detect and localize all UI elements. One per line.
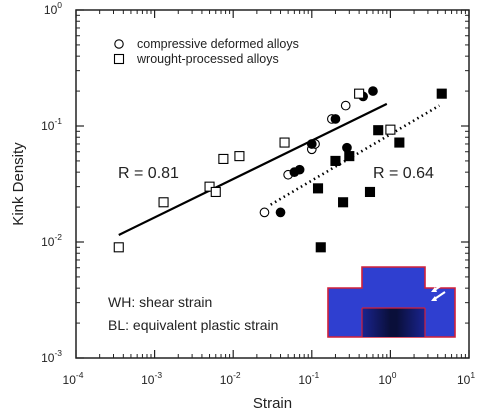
- legend-open-circle-marker: [114, 39, 124, 49]
- filled-square-point: [394, 137, 405, 148]
- filled-square-point: [344, 151, 355, 162]
- legend-label-wrought: wrought-processed alloys: [136, 52, 279, 66]
- open-square-point: [204, 181, 215, 192]
- data-points: [113, 86, 447, 253]
- filled-square-point: [338, 197, 349, 208]
- y-tick-label: 10-2: [41, 232, 62, 249]
- y-tick-label: 10-3: [41, 348, 62, 365]
- filled-circle-point: [294, 164, 305, 175]
- open-square-point: [218, 153, 229, 164]
- plot-frame: [75, 9, 470, 359]
- filled-circle-point: [306, 139, 317, 149]
- inset-microstructure-image: [327, 266, 456, 338]
- r-value-solid-fit: R = 0.81: [118, 165, 179, 182]
- x-tick-label: 101: [457, 370, 475, 387]
- x-tick-label: 10-2: [220, 370, 241, 387]
- filled-square-point: [436, 88, 447, 99]
- filled-circle-point: [275, 207, 286, 218]
- x-tick-label: 10-3: [141, 370, 162, 387]
- open-square-point: [385, 124, 396, 135]
- x-axis-label: Strain: [253, 395, 292, 412]
- x-tick-label: 10-4: [63, 370, 84, 387]
- open-square-point: [234, 151, 245, 162]
- open-circle-point: [259, 207, 270, 218]
- open-square-point: [210, 186, 221, 198]
- filled-square-point: [312, 183, 324, 194]
- open-square-point: [158, 197, 169, 208]
- fit-line-solid: [118, 102, 388, 236]
- filled-square-point: [315, 242, 326, 253]
- r-value-dotted-fit: R = 0.64: [373, 165, 434, 182]
- filled-square-point: [364, 186, 376, 198]
- y-tick-label: 100: [44, 0, 62, 17]
- legend: compressive deformed alloys wrought-proc…: [113, 37, 299, 66]
- filled-square-point: [330, 155, 341, 166]
- fit-lines: [118, 102, 441, 236]
- legend-open-square-marker: [113, 53, 125, 65]
- note-wh: WH: shear strain: [108, 294, 212, 310]
- open-square-point: [113, 242, 124, 253]
- y-axis-ticks: 10-3 10-2 10-1 100: [41, 0, 469, 365]
- x-axis-ticks: 10-4 10-3 10-2 10-1 100 101: [63, 10, 475, 387]
- filled-circle-point: [330, 114, 341, 124]
- legend-label-compressive: compressive deformed alloys: [137, 37, 299, 51]
- x-tick-label: 100: [378, 370, 396, 387]
- note-bl: BL: equivalent plastic strain: [108, 317, 278, 333]
- y-tick-label: 10-1: [41, 116, 62, 133]
- open-circle-point: [340, 100, 351, 111]
- x-tick-label: 10-1: [298, 370, 319, 387]
- filled-circle-point: [342, 142, 352, 153]
- filled-circle-point: [368, 86, 378, 96]
- y-axis-label: Kink Density: [10, 142, 27, 226]
- open-square-point: [279, 137, 290, 148]
- filled-square-point: [373, 125, 384, 136]
- open-square-point: [354, 88, 365, 99]
